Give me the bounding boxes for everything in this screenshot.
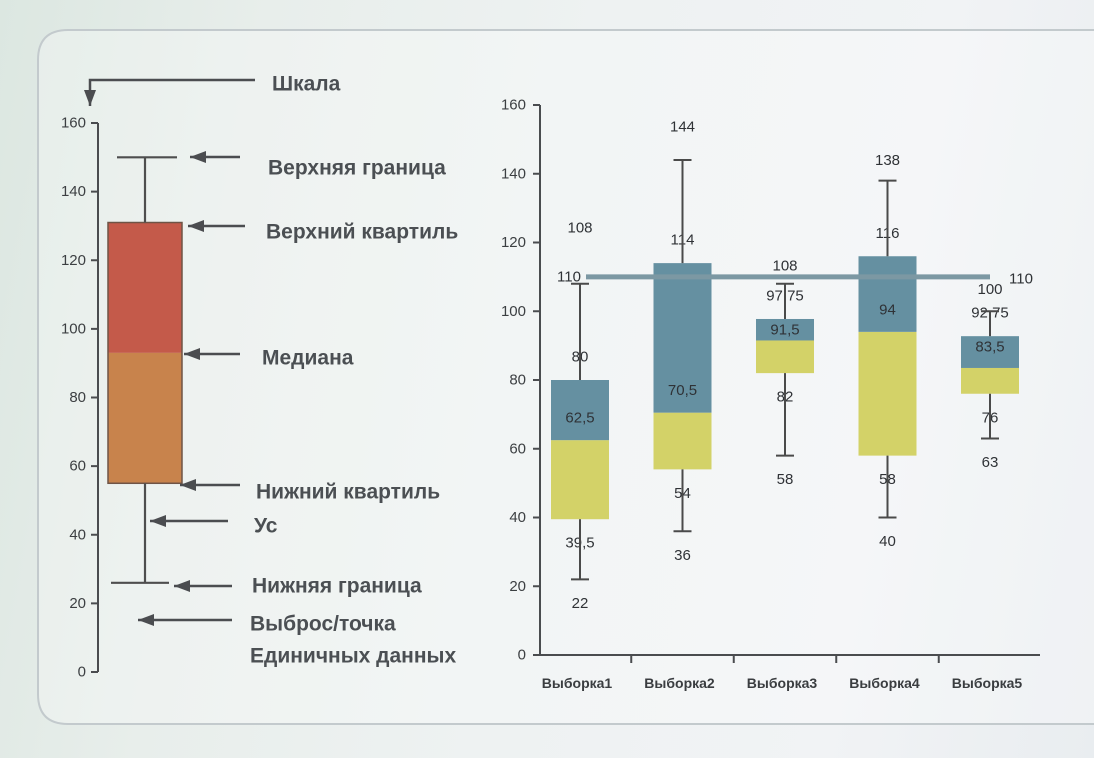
sample5-box-upper bbox=[961, 336, 1019, 368]
category-label-2: Выборка2 bbox=[644, 675, 715, 691]
schematic-y-tick-label: 140 bbox=[61, 183, 86, 200]
sample3-max-label: 108 bbox=[772, 257, 797, 274]
sample1-box-lower bbox=[551, 440, 609, 520]
sample1-min-label: 22 bbox=[572, 595, 589, 612]
sample5-median-label: 83,5 bbox=[975, 339, 1004, 356]
samples-y-tick-label: 160 bbox=[501, 97, 526, 114]
whisker-label: Ус bbox=[254, 515, 278, 538]
category-label-3: Выборка3 bbox=[747, 675, 818, 691]
samples-y-tick-label: 0 bbox=[518, 647, 526, 664]
sample3-box-upper bbox=[756, 318, 814, 341]
sample3-box-lower bbox=[756, 340, 814, 374]
scale-label: Шкала bbox=[272, 73, 341, 96]
sample4-max-label: 138 bbox=[875, 152, 900, 169]
samples-y-tick-label: 20 bbox=[509, 578, 526, 595]
reference-line-label-right: 110 bbox=[1009, 270, 1033, 287]
samples-y-tick-label: 100 bbox=[501, 303, 526, 320]
sample5-min-label: 63 bbox=[982, 454, 999, 471]
upper-bound-label: Верхняя граница bbox=[268, 157, 446, 180]
sample1-box-upper bbox=[551, 380, 609, 441]
sample4-median-label: 94 bbox=[879, 301, 896, 318]
sample4-box-lower bbox=[858, 331, 917, 456]
samples-y-tick-label: 80 bbox=[509, 372, 526, 389]
schematic-annotations: Шкала Верхняя граница Верхний квартиль М… bbox=[84, 73, 458, 668]
sample3-median-label: 91,5 bbox=[770, 321, 799, 338]
sample1-median-label: 62,5 bbox=[565, 410, 594, 427]
sample2-box-lower bbox=[653, 412, 712, 470]
samples-y-tick-label: 60 bbox=[509, 440, 526, 457]
sample2-box-upper bbox=[653, 263, 712, 413]
sample2-max-label: 144 bbox=[670, 119, 695, 136]
sample2-median-label: 70,5 bbox=[668, 382, 697, 399]
schematic-y-tick-label: 160 bbox=[61, 115, 86, 132]
samples-y-tick-label: 120 bbox=[501, 234, 526, 251]
schematic-box-upper bbox=[108, 222, 182, 353]
median-label: Медиана bbox=[262, 347, 354, 370]
outlier-label-line2: Единичных данных bbox=[250, 645, 456, 668]
category-label-1: Выборка1 bbox=[542, 675, 613, 691]
samples-y-tick-label: 140 bbox=[501, 165, 526, 182]
sample3-min-label: 58 bbox=[777, 471, 794, 488]
sample2-min-label: 36 bbox=[674, 547, 691, 564]
scale-arrow-icon bbox=[84, 78, 255, 106]
upper-quartile-label: Верхний квартиль bbox=[266, 221, 458, 244]
schematic-y-tick-label: 40 bbox=[69, 526, 86, 543]
schematic-y-tick-label: 0 bbox=[78, 664, 86, 681]
schematic-y-tick-label: 60 bbox=[69, 458, 86, 475]
reference-line-label-left: 110 bbox=[557, 268, 581, 285]
lower-bound-label: Нижняя граница bbox=[252, 575, 422, 598]
schematic-boxplot: 0 20 40 60 80 100 120 140 160 bbox=[61, 115, 183, 681]
schematic-y-tick-label: 20 bbox=[69, 595, 86, 612]
category-label-5: Выборка5 bbox=[952, 675, 1023, 691]
schematic-box-lower bbox=[108, 352, 182, 484]
schematic-y-tick-label: 120 bbox=[61, 252, 86, 269]
outlier-label-line1: Выброс/точка bbox=[250, 613, 396, 636]
sample4-box-upper bbox=[858, 256, 917, 332]
slide-frame bbox=[37, 29, 1094, 725]
sample1-max-label: 108 bbox=[567, 219, 592, 236]
category-label-4: Выборка4 bbox=[849, 675, 920, 691]
lower-quartile-label: Нижний квартиль bbox=[256, 481, 440, 504]
samples-y-tick-label: 40 bbox=[509, 509, 526, 526]
samples-boxplot-chart: 0 20 40 60 80 100 120 140 160 Выборка1 Выборка2 Выб… bbox=[501, 97, 1040, 691]
schematic-y-tick-label: 100 bbox=[61, 320, 86, 337]
sample5-max-label: 100 bbox=[977, 281, 1002, 298]
sample5-box-lower bbox=[961, 367, 1019, 394]
schematic-y-tick-label: 80 bbox=[69, 389, 86, 406]
sample4-min-label: 40 bbox=[879, 533, 896, 550]
